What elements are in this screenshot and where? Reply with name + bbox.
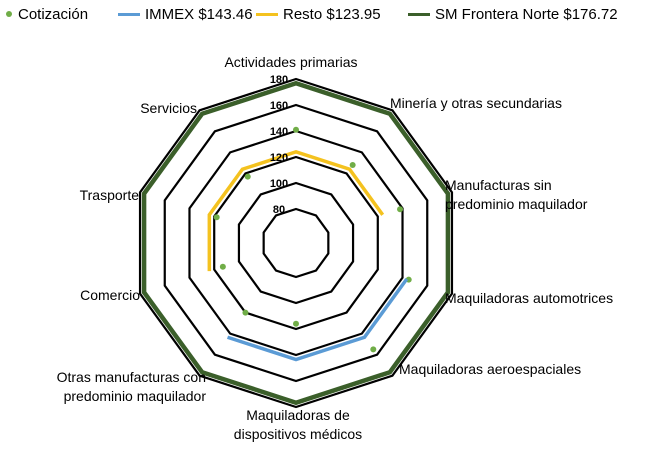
category-label: predominio maquilador (445, 196, 588, 212)
data-point (293, 126, 299, 133)
category-label: Maquiladoras automotrices (445, 290, 613, 306)
tick-label: 140 (270, 126, 288, 138)
series-line (141, 80, 451, 406)
grid-ring (188, 129, 404, 357)
grid-ring (163, 103, 429, 383)
legend-item-immex: IMMEX $143.46 (118, 5, 253, 25)
category-label: predominio maquilador (64, 388, 207, 404)
data-point (293, 320, 299, 327)
grid-ring (237, 181, 355, 305)
series-line (226, 277, 409, 362)
tick-label: 180 (270, 74, 288, 86)
legend-label: SM Frontera Norte $176.72 (435, 6, 618, 23)
tick-label: 80 (273, 204, 285, 216)
legend-item-resto: Resto $123.95 (256, 5, 381, 25)
series-line (207, 150, 385, 272)
tick-label: 100 (270, 178, 288, 190)
grid-ring (213, 155, 379, 331)
category-label: dispositivos médicos (234, 426, 362, 442)
category-label: Servicios (140, 100, 197, 116)
category-label: Otras manufacturas con (57, 369, 206, 385)
category-label: Manufacturas sin (445, 177, 552, 193)
tick-label: 120 (270, 152, 288, 164)
legend-label: Cotización (18, 6, 89, 23)
series-3 (141, 80, 451, 406)
chart-legend: Cotización IMMEX $143.46 Resto $123.95 S… (0, 0, 650, 30)
legend-line-icon (408, 12, 430, 16)
legend-line-icon (256, 12, 278, 16)
tick-label: 160 (270, 100, 288, 112)
legend-item-sm-frontera: SM Frontera Norte $176.72 (408, 5, 618, 25)
data-point (242, 309, 249, 316)
grid-ring (262, 207, 330, 279)
radar-category-labels: Actividades primarias Minería y otras sec… (57, 54, 614, 442)
legend-item-cotizacion: Cotización (6, 5, 88, 25)
legend-label: Resto $123.95 (283, 6, 381, 23)
radar-tick-labels: 80 100 120 140 160 180 (270, 74, 288, 216)
data-point (244, 173, 251, 180)
category-label: Minería y otras secundarias (390, 95, 562, 111)
legend-label: IMMEX $143.46 (145, 6, 253, 23)
category-label: Trasporte (80, 187, 140, 203)
category-label: Maquiladoras aeroespaciales (399, 361, 581, 377)
category-label: Comercio (80, 287, 140, 303)
data-point (397, 206, 404, 213)
grid-ring (138, 77, 454, 409)
data-point (213, 214, 220, 221)
data-point (370, 346, 377, 353)
legend-line-icon (118, 12, 140, 16)
category-label: Maquiladoras de (246, 407, 350, 423)
series-0 (213, 126, 412, 353)
radar-series (141, 80, 451, 406)
legend-marker-icon (6, 11, 12, 18)
category-label: Actividades primarias (224, 54, 357, 70)
radar-grid (138, 77, 454, 409)
data-point (219, 263, 226, 270)
series-1 (226, 277, 409, 362)
data-point (349, 162, 356, 169)
series-2 (207, 150, 385, 272)
